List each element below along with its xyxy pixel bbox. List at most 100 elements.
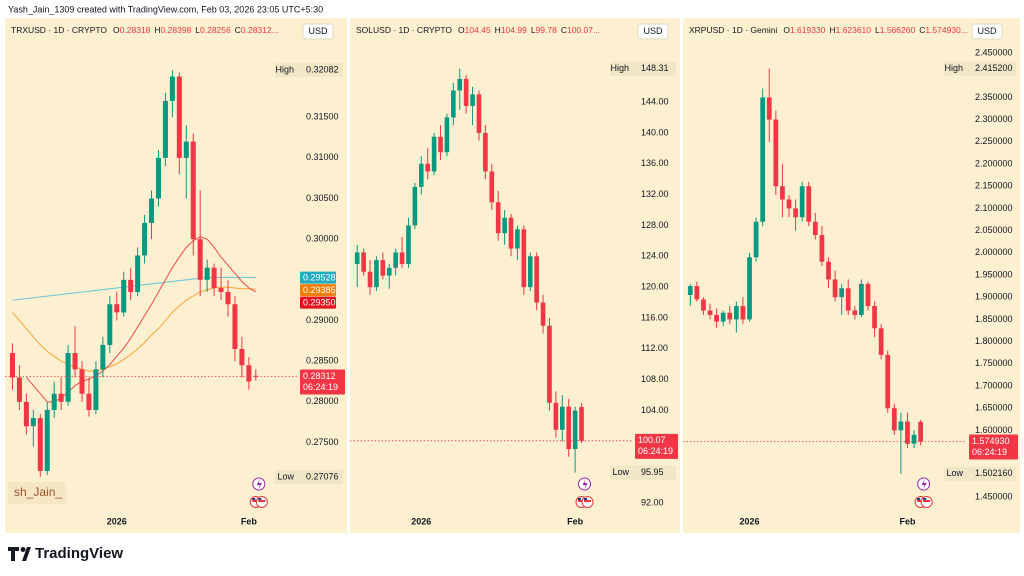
symbol: TRXUSD · 1D · CRYPTO [11, 25, 107, 35]
candle-body [812, 221, 818, 236]
indicator-value: 0.29385 [303, 285, 336, 295]
low-badge [944, 466, 1016, 481]
candle-body [727, 312, 733, 320]
candle-body [406, 225, 411, 264]
candle-body [232, 304, 238, 349]
flag-icon-band [258, 500, 266, 502]
last-price-value: 0.28312 [303, 371, 336, 381]
candle-body [361, 252, 366, 272]
symbol: SOLUSD · 1D · CRYPTO [356, 25, 452, 35]
chart-panel: 0.27500 0.28000 0.28500 0.29000 0.30000 0.305… [5, 18, 347, 533]
candle-body [527, 256, 533, 288]
candle-body [786, 199, 792, 209]
high-label: High [944, 63, 963, 73]
candle-body [425, 163, 431, 172]
candle-body [572, 410, 578, 450]
currency-button[interactable] [637, 23, 669, 40]
currency-button[interactable] [971, 23, 1003, 40]
flag-icon-band [917, 500, 925, 502]
candle-body [142, 222, 148, 256]
candle-body [476, 94, 482, 133]
quote-label: O [783, 25, 790, 35]
candle-body [714, 314, 719, 322]
low-label: Low [612, 467, 629, 477]
watermark: sh_Jain_ [14, 485, 62, 499]
y-tick-label: 1.900000 [975, 292, 1013, 302]
candle-body [438, 136, 443, 153]
candle-body [819, 235, 825, 262]
candle-body [457, 78, 463, 91]
candle-body [753, 221, 759, 258]
candle-body [508, 217, 514, 249]
countdown: 06:24:19 [638, 446, 673, 456]
moving-average-line [25, 236, 257, 403]
y-tick-label: 136.00 [641, 158, 669, 168]
candle-body [128, 279, 134, 293]
candle-body [374, 260, 379, 288]
candle-body [107, 304, 113, 345]
y-tick-label: 0.30000 [306, 234, 339, 244]
quote-label: O [458, 25, 465, 35]
candle-body [149, 198, 155, 223]
candle-body [885, 354, 891, 409]
panel-background [350, 18, 680, 533]
attribution: Yash_Jain_1309 created with TradingView.… [8, 4, 323, 14]
x-tick-label: 2026 [107, 516, 127, 526]
countdown: 06:24:19 [303, 382, 338, 392]
y-tick-label: 2.200000 [975, 158, 1013, 168]
candle-body [489, 171, 495, 203]
x-tick-label: 2026 [411, 516, 431, 526]
event-icon-glyph [582, 479, 588, 489]
quote-value: 0.28318 [120, 25, 151, 35]
symbol-header: TRXUSD · 1D · CRYPTO O0.28318 H0.28398 L0.2… [11, 25, 279, 35]
candle-body [431, 136, 437, 172]
candle-body [183, 141, 189, 158]
candle-body [393, 252, 398, 268]
y-tick-label: 2.100000 [975, 203, 1013, 213]
currency-button[interactable] [302, 23, 334, 40]
last-price-badge [300, 369, 345, 395]
brand-logo [8, 547, 31, 561]
indicator-badge [300, 296, 336, 309]
candle-body [418, 163, 424, 187]
flag-icon-band [578, 500, 586, 502]
candle-body [37, 418, 43, 471]
flag-icon-canton [923, 498, 927, 500]
symbol-header: XRPUSD · 1D · Gemini O1.619330 H1.623610 L1… [689, 25, 968, 35]
last-price-badge [635, 433, 678, 459]
candle-body [23, 401, 29, 427]
quote-value: 100.07... [567, 25, 600, 35]
y-tick-label: 0.31500 [306, 112, 339, 122]
candle-body [878, 328, 884, 355]
quote-value: 104.45 [465, 25, 491, 35]
y-tick-label: 132.00 [641, 189, 669, 199]
y-tick-label: 2.150000 [975, 181, 1013, 191]
indicator-badge [300, 271, 336, 284]
candle-body [521, 229, 527, 288]
high-value: 148.31 [641, 63, 669, 73]
candle-body [773, 119, 779, 187]
y-tick-label: 2.250000 [975, 136, 1013, 146]
candle-body [204, 267, 210, 280]
candle-body [832, 279, 838, 298]
low-label: Low [277, 471, 294, 481]
quote-value: 1.619330 [790, 25, 826, 35]
candle-body [806, 186, 812, 222]
panel-background [5, 18, 347, 533]
y-tick-label: 0.30500 [306, 193, 339, 203]
candle-body [534, 256, 539, 303]
high-badge [275, 62, 343, 77]
low-value: 1.502160 [975, 468, 1013, 478]
candle-body [135, 255, 141, 293]
y-tick-label: 0.28000 [306, 396, 339, 406]
y-tick-label: 92.00 [641, 497, 664, 507]
quote-label: C [235, 25, 241, 35]
y-tick-label: 2.050000 [975, 225, 1013, 235]
flag-icon-canton [917, 498, 921, 500]
quote-label: L [531, 25, 536, 35]
candle-body [114, 304, 120, 313]
panel-background [683, 18, 1020, 533]
y-tick-label: 1.950000 [975, 269, 1013, 279]
currency-label: USD [977, 26, 997, 36]
